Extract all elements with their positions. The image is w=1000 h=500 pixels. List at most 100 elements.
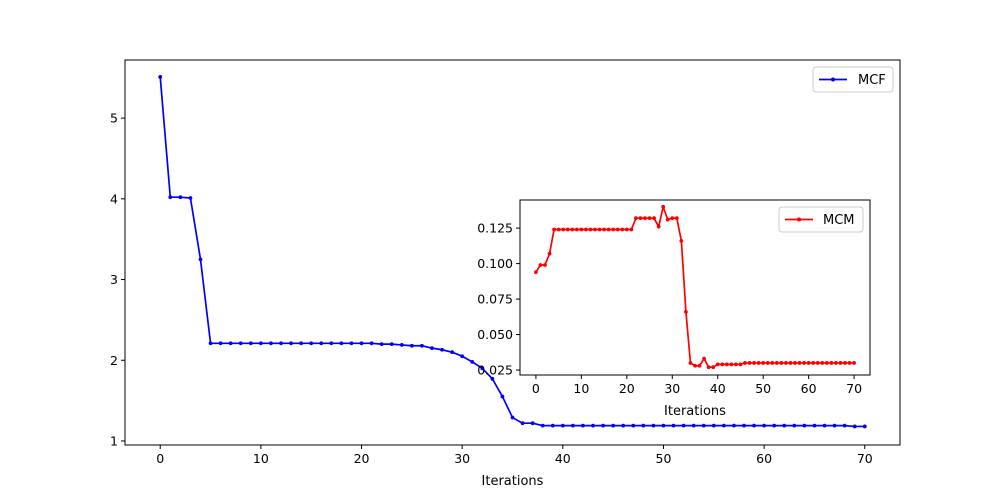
main-data-point bbox=[158, 75, 163, 79]
inset-y-tick-label: 0.125 bbox=[477, 221, 513, 236]
inset-data-point bbox=[684, 309, 688, 314]
inset-data-point bbox=[756, 361, 761, 365]
main-y-tick-label: 5 bbox=[110, 111, 118, 126]
inset-axes-frame bbox=[519, 199, 871, 376]
inset-data-point bbox=[602, 227, 606, 232]
inset-data-point bbox=[824, 361, 829, 365]
inset-data-point bbox=[643, 216, 647, 221]
main-x-axis-label: Iterations bbox=[482, 474, 544, 489]
inset-data-point bbox=[543, 263, 547, 267]
main-data-point bbox=[299, 341, 304, 346]
main-data-point bbox=[842, 423, 847, 428]
inset-data-point bbox=[724, 362, 729, 367]
inset-data-point bbox=[838, 361, 843, 365]
main-data-point bbox=[440, 347, 444, 352]
inset-legend-box bbox=[778, 206, 864, 233]
main-data-point bbox=[530, 421, 535, 426]
inset-data-point bbox=[552, 227, 556, 232]
main-legend-label: MCF bbox=[858, 73, 886, 88]
main-data-point bbox=[289, 341, 293, 346]
inset-data-point bbox=[743, 361, 747, 365]
inset-data-point bbox=[674, 216, 679, 221]
inset-legend: MCM bbox=[778, 206, 864, 233]
main-data-point bbox=[228, 341, 233, 346]
main-data-point bbox=[168, 195, 173, 200]
main-y-tick-label: 1 bbox=[110, 433, 118, 448]
main-data-point bbox=[339, 341, 344, 346]
main-data-point bbox=[651, 423, 656, 428]
main-data-point bbox=[248, 341, 253, 346]
inset-data-point bbox=[702, 356, 706, 361]
main-data-point bbox=[852, 424, 857, 429]
inset-data-point bbox=[665, 217, 670, 222]
main-data-point bbox=[369, 341, 374, 346]
inset-data-point bbox=[570, 227, 575, 232]
main-x-tick-label: 0 bbox=[156, 451, 164, 466]
main-data-point bbox=[409, 343, 414, 348]
inset-data-point bbox=[661, 204, 666, 209]
main-data-point bbox=[671, 423, 676, 428]
main-data-point bbox=[480, 366, 485, 371]
inset-data-point bbox=[747, 361, 752, 365]
inset-data-point bbox=[774, 361, 779, 365]
main-data-point bbox=[450, 350, 455, 355]
inset-data-point bbox=[547, 251, 552, 256]
main-data-point bbox=[631, 423, 636, 428]
inset-data-point bbox=[852, 361, 856, 365]
inset-data-point bbox=[620, 227, 625, 232]
main-data-point bbox=[581, 423, 585, 428]
main-data-point bbox=[389, 342, 394, 347]
inset-data-point bbox=[606, 227, 611, 232]
main-legend-box bbox=[812, 66, 894, 93]
main-data-point bbox=[349, 341, 354, 346]
inset-ticks: 0 10 20 30 40 50 60 70 0.025 0.050 0.075 0.100 0.125 bbox=[477, 221, 862, 396]
main-data-point bbox=[550, 423, 555, 428]
inset-data-point bbox=[534, 270, 538, 274]
main-data-point bbox=[188, 196, 193, 200]
main-data-point bbox=[732, 423, 736, 428]
main-series bbox=[158, 75, 867, 429]
main-data-point bbox=[611, 423, 616, 428]
main-data-point bbox=[178, 195, 183, 200]
main-x-tick-label: 10 bbox=[253, 451, 269, 466]
inset-data-point bbox=[611, 227, 616, 232]
main-data-point bbox=[510, 415, 515, 420]
main-data-point bbox=[711, 423, 716, 428]
main-data-point bbox=[319, 341, 324, 346]
inset-data-point bbox=[652, 216, 656, 221]
inset-y-tick-label: 0.025 bbox=[477, 363, 513, 378]
main-data-point bbox=[822, 423, 827, 428]
main-data-point bbox=[379, 342, 384, 347]
inset-data-point bbox=[588, 227, 593, 232]
main-y-tick-label: 4 bbox=[110, 191, 118, 206]
main-x-tick-label: 20 bbox=[354, 451, 370, 466]
inset-data-point bbox=[629, 227, 634, 232]
inset-data-point bbox=[584, 227, 588, 232]
main-data-point bbox=[832, 423, 837, 428]
inset-data-point bbox=[788, 361, 793, 365]
inset-data-point bbox=[793, 361, 797, 365]
inset-x-tick-label: 10 bbox=[573, 381, 589, 396]
inset-data-point bbox=[688, 361, 693, 365]
inset-data-point bbox=[829, 361, 834, 365]
inset-data-point bbox=[761, 361, 766, 365]
inset-data-point bbox=[593, 227, 597, 232]
main-data-point bbox=[742, 423, 746, 428]
inset-legend-marker bbox=[797, 217, 801, 222]
main-data-point bbox=[258, 341, 263, 346]
inset-data-point bbox=[802, 361, 806, 365]
inset-data-point bbox=[752, 361, 756, 365]
main-data-point bbox=[792, 423, 797, 428]
main-data-point bbox=[802, 423, 807, 428]
main-data-point bbox=[420, 343, 424, 348]
main-legend-marker bbox=[831, 77, 835, 82]
inset-data-point bbox=[556, 227, 561, 232]
main-data-point bbox=[399, 343, 404, 347]
inset-data-point bbox=[638, 216, 643, 221]
inset-data-point bbox=[697, 363, 702, 368]
main-data-point bbox=[762, 423, 767, 428]
main-data-point bbox=[490, 376, 495, 381]
main-data-point bbox=[198, 257, 203, 262]
inset-x-tick-label: 40 bbox=[710, 381, 726, 396]
main-x-tick-label: 60 bbox=[756, 451, 772, 466]
